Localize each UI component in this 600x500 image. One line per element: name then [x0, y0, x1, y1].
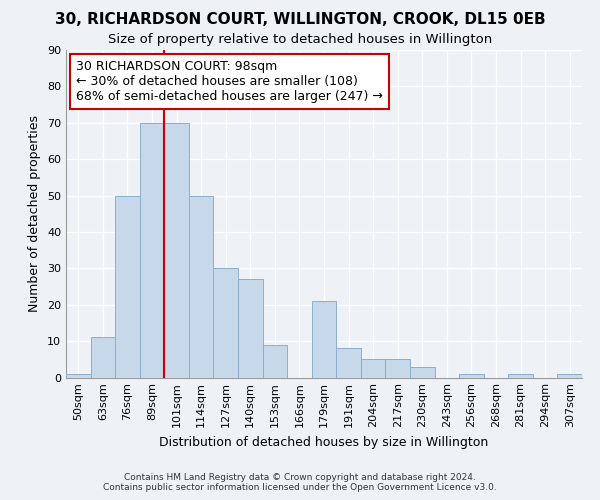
Bar: [557, 374, 582, 378]
Bar: [508, 374, 533, 378]
Bar: [164, 123, 189, 378]
Bar: [459, 374, 484, 378]
Y-axis label: Number of detached properties: Number of detached properties: [28, 116, 41, 312]
X-axis label: Distribution of detached houses by size in Willington: Distribution of detached houses by size …: [160, 436, 488, 449]
Text: Contains HM Land Registry data © Crown copyright and database right 2024.
Contai: Contains HM Land Registry data © Crown c…: [103, 473, 497, 492]
Bar: [91, 338, 115, 378]
Text: 30, RICHARDSON COURT, WILLINGTON, CROOK, DL15 0EB: 30, RICHARDSON COURT, WILLINGTON, CROOK,…: [55, 12, 545, 28]
Bar: [312, 301, 336, 378]
Bar: [66, 374, 91, 378]
Bar: [361, 360, 385, 378]
Bar: [336, 348, 361, 378]
Bar: [189, 196, 214, 378]
Bar: [140, 123, 164, 378]
Text: 30 RICHARDSON COURT: 98sqm
← 30% of detached houses are smaller (108)
68% of sem: 30 RICHARDSON COURT: 98sqm ← 30% of deta…: [76, 60, 383, 103]
Bar: [214, 268, 238, 378]
Bar: [385, 360, 410, 378]
Bar: [115, 196, 140, 378]
Bar: [410, 366, 434, 378]
Bar: [263, 345, 287, 378]
Bar: [238, 279, 263, 378]
Text: Size of property relative to detached houses in Willington: Size of property relative to detached ho…: [108, 32, 492, 46]
